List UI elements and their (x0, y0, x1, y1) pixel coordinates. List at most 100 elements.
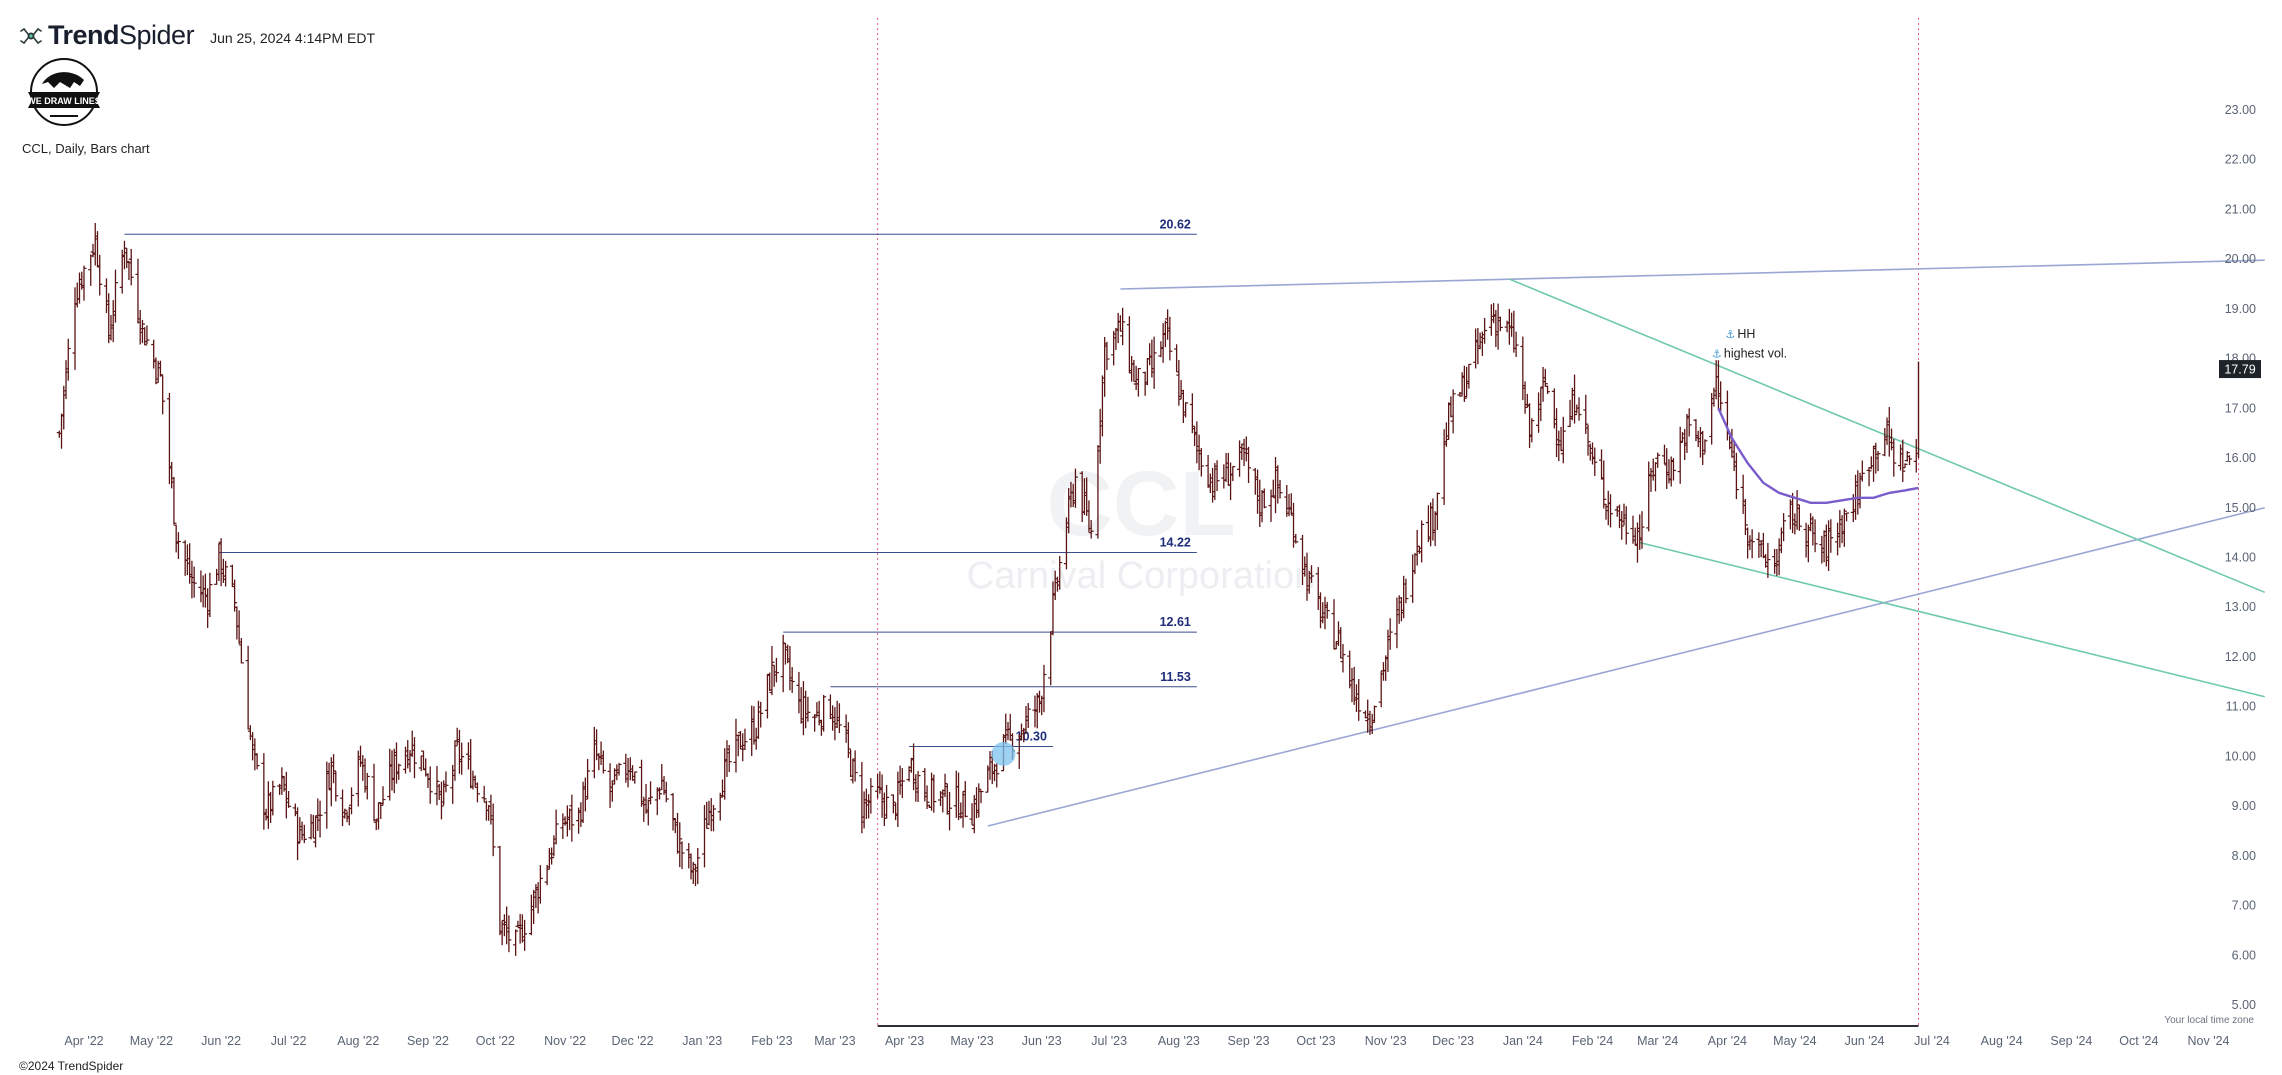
price-bar (553, 809, 559, 845)
price-bar (88, 254, 94, 286)
y-tick-label: 16.00 (2225, 451, 2256, 465)
price-bar (112, 269, 118, 323)
chart-annotation: HH (1737, 327, 1755, 341)
trendline-blue[interactable] (1120, 259, 2265, 290)
x-tick-label: Mar '23 (814, 1034, 855, 1048)
price-bar (1859, 460, 1865, 482)
price-bar (1529, 418, 1535, 443)
price-level-label: 11.53 (1160, 670, 1191, 684)
price-bar (582, 777, 588, 812)
x-tick-label: Jun '22 (201, 1034, 241, 1048)
price-bar (1120, 307, 1126, 346)
price-bar (331, 754, 337, 784)
price-bar (513, 929, 519, 956)
price-bar (1542, 368, 1548, 387)
price-bar (569, 794, 575, 842)
y-tick-label: 17.00 (2225, 401, 2256, 415)
price-bar (378, 802, 384, 820)
y-tick-label: 23.00 (2225, 103, 2256, 117)
price-bar (884, 784, 890, 819)
price-bar (742, 728, 748, 750)
x-tick-label: Oct '22 (476, 1034, 515, 1048)
price-bar (506, 915, 512, 953)
price-bar (1135, 368, 1141, 397)
price-bar (549, 847, 555, 865)
price-bar (452, 740, 458, 781)
price-bar (1572, 374, 1578, 424)
last-price-tag (2219, 360, 2261, 379)
price-bar (474, 782, 480, 803)
price-bar (789, 667, 795, 693)
y-tick-label: 22.00 (2225, 153, 2256, 167)
price-bar (1522, 381, 1528, 414)
x-tick-label: Nov '24 (2188, 1034, 2230, 1048)
x-tick-label: Nov '23 (1365, 1034, 1407, 1048)
watermark-name: Carnival Corporation (967, 555, 1316, 597)
trendline-green[interactable] (1639, 541, 2265, 698)
price-bar (97, 254, 103, 296)
price-bar (286, 791, 292, 808)
anchor-icon: ⚓ (1725, 328, 1735, 341)
price-bar (1781, 513, 1787, 542)
price-level-label: 14.22 (1160, 536, 1191, 550)
price-bar (340, 789, 346, 827)
price-bar (1434, 492, 1440, 530)
price-bar (1088, 519, 1094, 539)
price-bar (710, 804, 716, 832)
price-bar (1072, 468, 1078, 508)
y-tick-label: 20.00 (2225, 252, 2256, 266)
price-bar (1369, 713, 1375, 734)
price-bar (1403, 578, 1409, 604)
price-bar (1576, 397, 1582, 421)
y-tick-label: 15.00 (2225, 501, 2256, 515)
price-bar (1466, 363, 1472, 389)
x-tick-label: Apr '22 (64, 1034, 103, 1048)
trendline-blue[interactable] (987, 507, 2265, 827)
y-tick-label: 14.00 (2225, 551, 2256, 565)
price-bar (663, 781, 669, 803)
y-tick-label: 13.00 (2225, 600, 2256, 614)
price-bar (349, 787, 355, 815)
anchor-icon: ⚓ (1712, 348, 1722, 361)
price-bar (301, 824, 307, 844)
price-bar (411, 737, 417, 779)
price-bar (1387, 618, 1393, 650)
x-tick-label: Feb '24 (1572, 1034, 1613, 1048)
price-bar (317, 800, 323, 838)
price-bar (1733, 452, 1739, 500)
price-bar (1749, 529, 1755, 559)
price-bar (1450, 389, 1456, 434)
y-tick-label: 6.00 (2232, 948, 2256, 962)
price-bar (1277, 479, 1283, 499)
x-tick-label: Sep '23 (1228, 1034, 1270, 1048)
logo-text: WE DRAW LINES (27, 96, 101, 106)
price-bar (852, 750, 858, 782)
x-tick-label: May '23 (950, 1034, 993, 1048)
x-tick-label: Dec '23 (1432, 1034, 1474, 1048)
moving-average-line[interactable] (1717, 407, 1919, 504)
chart-annotation: highest vol. (1724, 347, 1787, 361)
price-level-label: 12.61 (1160, 615, 1191, 629)
x-tick-label: Dec '22 (612, 1034, 654, 1048)
price-bar (1183, 402, 1189, 418)
price-bar (427, 766, 433, 804)
price-bar (1841, 508, 1847, 547)
price-bar (238, 638, 244, 664)
price-bar (695, 847, 701, 885)
last-price-label: 17.79 (2224, 363, 2255, 377)
event-marker[interactable] (991, 741, 1016, 766)
x-tick-label: Jun '23 (1022, 1034, 1062, 1048)
y-tick-label: 5.00 (2232, 998, 2256, 1012)
price-bar (648, 781, 654, 805)
x-tick-label: Feb '23 (751, 1034, 792, 1048)
timezone-label[interactable]: Your local time zone (2164, 1015, 2254, 1026)
spider-icon (20, 27, 42, 44)
price-bar (295, 807, 301, 861)
brand-logo[interactable]: TrendSpider (20, 20, 195, 51)
x-tick-label: Jul '23 (1091, 1034, 1127, 1048)
brand-name: TrendSpider (48, 20, 195, 51)
x-tick-label: Jul '24 (1914, 1034, 1950, 1048)
price-bar (1293, 533, 1299, 544)
price-bar (1513, 331, 1519, 357)
